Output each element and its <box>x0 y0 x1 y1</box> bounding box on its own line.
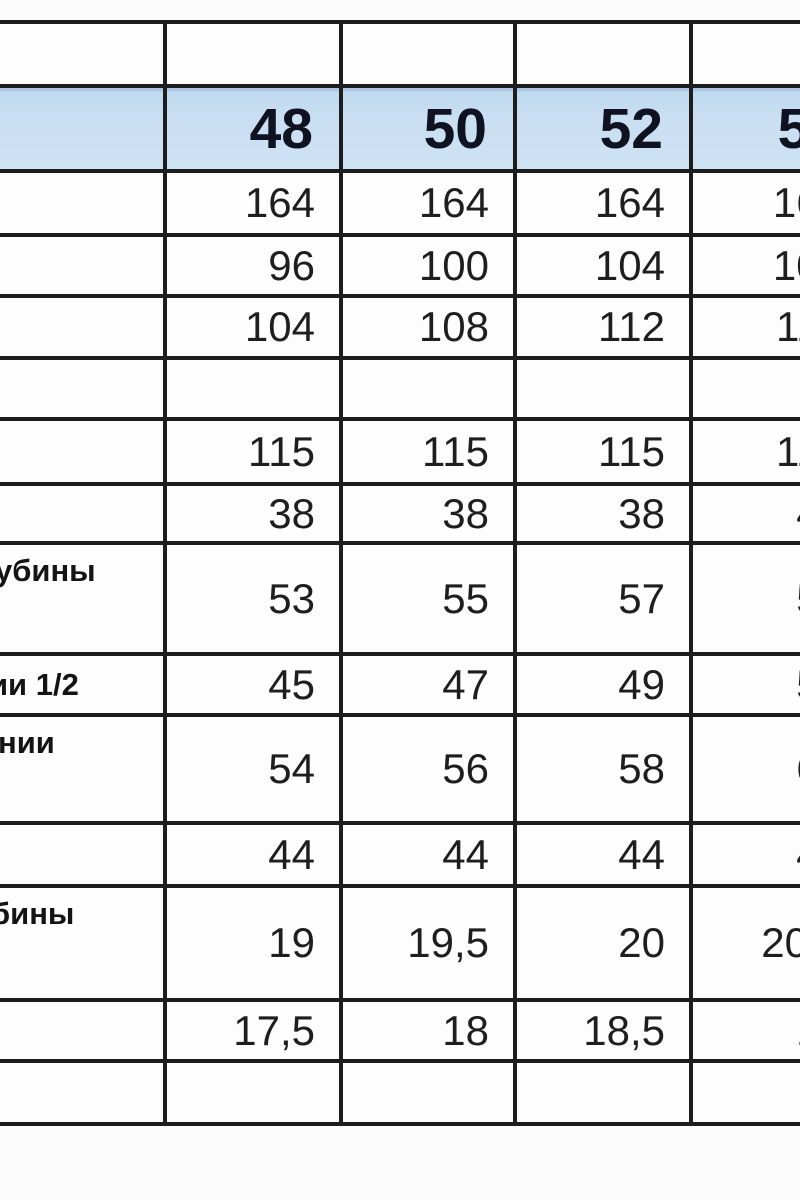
value-cell: 104 <box>163 294 343 360</box>
header-cell-54: 54 <box>689 84 800 173</box>
value-cell: 100 <box>339 233 517 298</box>
value-cell: 20 <box>513 884 693 1002</box>
value-cell: 47 <box>339 652 517 717</box>
value-cell: 41 <box>689 482 800 545</box>
row-label-cell <box>0 417 167 486</box>
value-cell: 45 <box>163 652 343 717</box>
row-label-fragment: бины <box>0 896 75 931</box>
value-cell: 57 <box>513 541 693 656</box>
table-row: 115 115 115 116 <box>0 417 800 486</box>
value-cell <box>513 356 693 421</box>
value-cell: 38 <box>339 482 517 545</box>
row-label-cell <box>0 821 167 888</box>
value-cell: 51 <box>689 652 800 717</box>
value-cell <box>163 1059 343 1126</box>
header-label-cell <box>0 84 167 173</box>
row-label-cell <box>0 998 167 1063</box>
value-cell: 108 <box>689 233 800 298</box>
row-label-cell <box>0 482 167 545</box>
value-cell: 44 <box>339 821 517 888</box>
value-cell <box>339 20 517 88</box>
value-cell: 58 <box>513 713 693 825</box>
value-cell: 38 <box>163 482 343 545</box>
value-cell: 53 <box>163 541 343 656</box>
value-cell: 59 <box>689 541 800 656</box>
table-row: 38 38 38 41 <box>0 482 800 545</box>
value-cell: 104 <box>513 233 693 298</box>
value-cell: 112 <box>513 294 693 360</box>
value-cell: 164 <box>689 169 800 237</box>
value-cell: 116 <box>689 294 800 360</box>
row-label-cell <box>0 1059 167 1126</box>
value-cell: 60 <box>689 713 800 825</box>
value-cell: 54 <box>163 713 343 825</box>
value-cell: 108 <box>339 294 517 360</box>
value-cell <box>163 20 343 88</box>
header-cell-50: 50 <box>339 84 517 173</box>
table-row: 17,5 18 18,5 19 <box>0 998 800 1063</box>
value-cell: 18,5 <box>513 998 693 1063</box>
value-cell: 44 <box>163 821 343 888</box>
value-cell: 116 <box>689 417 800 486</box>
row-label-fragment: нии <box>0 725 55 760</box>
value-cell: 44 <box>513 821 693 888</box>
value-cell <box>513 20 693 88</box>
table-row: нии 54 56 58 60 <box>0 713 800 825</box>
value-cell <box>689 20 800 88</box>
table-row: 104 108 112 116 <box>0 294 800 360</box>
row-label-cell <box>0 356 167 421</box>
value-cell <box>339 1059 517 1126</box>
table-row: 96 100 104 108 <box>0 233 800 298</box>
value-cell: 56 <box>339 713 517 825</box>
value-cell: 38 <box>513 482 693 545</box>
row-label-cell <box>0 20 167 88</box>
table-row <box>0 20 800 88</box>
value-cell: 96 <box>163 233 343 298</box>
table-row <box>0 1059 800 1126</box>
value-cell: 115 <box>163 417 343 486</box>
row-label-cell: убины <box>0 541 167 656</box>
row-label-cell <box>0 169 167 237</box>
value-cell: 164 <box>339 169 517 237</box>
row-label-fragment: ии 1/2 <box>0 666 79 702</box>
table-row <box>0 356 800 421</box>
size-table: 48 50 52 54 164 164 164 164 96 100 104 1… <box>0 20 800 1126</box>
row-label-cell: ии 1/2 <box>0 652 167 717</box>
table-row: бины 19 19,5 20 20,5 <box>0 884 800 1002</box>
value-cell <box>339 356 517 421</box>
row-label-cell: бины <box>0 884 167 1002</box>
table-row: 164 164 164 164 <box>0 169 800 237</box>
value-cell: 18 <box>339 998 517 1063</box>
value-cell: 19 <box>689 998 800 1063</box>
value-cell <box>163 356 343 421</box>
value-cell: 55 <box>339 541 517 656</box>
value-cell: 19 <box>163 884 343 1002</box>
row-label-cell: нии <box>0 713 167 825</box>
row-label-fragment: убины <box>0 553 96 588</box>
header-cell-52: 52 <box>513 84 693 173</box>
value-cell: 164 <box>163 169 343 237</box>
value-cell: 49 <box>513 652 693 717</box>
row-label-cell <box>0 233 167 298</box>
value-cell <box>513 1059 693 1126</box>
value-cell: 115 <box>513 417 693 486</box>
value-cell: 19,5 <box>339 884 517 1002</box>
value-cell <box>689 1059 800 1126</box>
value-cell: 17,5 <box>163 998 343 1063</box>
table-row: 44 44 44 44 <box>0 821 800 888</box>
size-header-row: 48 50 52 54 <box>0 84 800 173</box>
value-cell: 115 <box>339 417 517 486</box>
row-label-cell <box>0 294 167 360</box>
value-cell: 44 <box>689 821 800 888</box>
table-row: убины 53 55 57 59 <box>0 541 800 656</box>
value-cell <box>689 356 800 421</box>
value-cell: 20,5 <box>689 884 800 1002</box>
value-cell: 164 <box>513 169 693 237</box>
table-row: ии 1/2 45 47 49 51 <box>0 652 800 717</box>
header-cell-48: 48 <box>163 84 343 173</box>
